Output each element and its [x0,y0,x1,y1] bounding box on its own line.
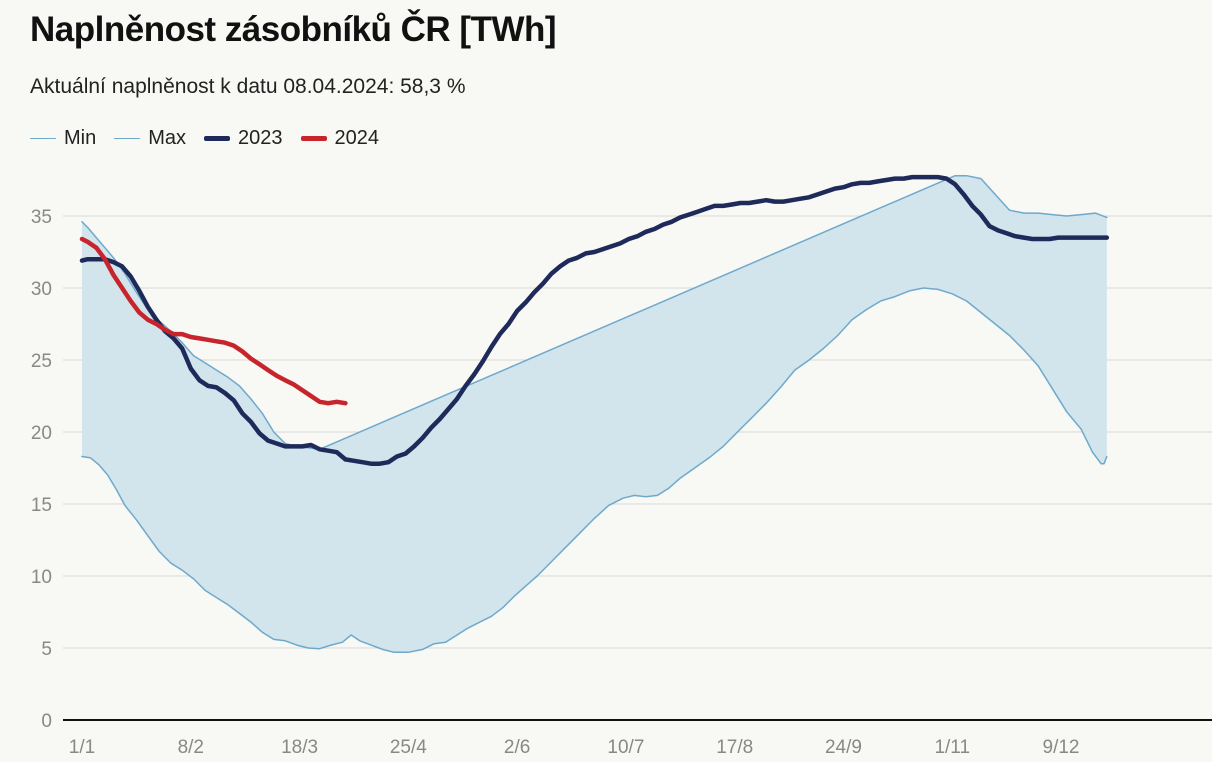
x-tick-label: 8/2 [178,737,204,758]
x-tick-label: 9/12 [1043,737,1080,758]
x-tick-label: 18/3 [281,737,318,758]
y-tick-label-30: 30 [31,279,52,300]
x-tick-label: 17/8 [716,737,753,758]
legend-item-2023: 2023 [204,127,283,150]
legend-label-max: Max [148,127,187,149]
legend-swatch-2024 [300,136,327,141]
legend: Min Max 2023 2024 [30,127,379,150]
legend-swatch-min [30,138,56,139]
y-tick-label-25: 25 [31,351,52,372]
x-tick-label: 25/4 [390,737,427,758]
y-tick-label-20: 20 [31,423,52,444]
y-tick-label-5: 5 [41,639,52,660]
x-tick-label: 1/1 [69,737,95,758]
series-2023-line [79,174,1110,466]
series-max-line [81,174,1108,451]
x-tick-label: 10/7 [607,737,644,758]
min-max-band [82,175,1107,653]
x-tick-label: 1/11 [934,737,970,758]
chart-subtitle: Aktuální naplněnost k datu 08.04.2024: 5… [30,75,466,98]
legend-label-2024: 2024 [334,127,380,149]
legend-label-min: Min [64,127,97,149]
y-tick-label-15: 15 [31,495,52,516]
y-tick-label-35: 35 [31,207,52,228]
y-tick-label-0: 0 [41,711,52,732]
legend-label-2023: 2023 [238,127,283,149]
legend-item-min: Min [30,127,96,150]
series-2024-line [79,236,348,406]
x-tick-label: 2/6 [504,737,530,758]
x-tick-label: 24/9 [825,737,862,758]
series-min-line [81,287,1108,654]
chart-title: Naplněnost zásobníků ČR [TWh] [30,10,557,49]
legend-swatch-2023 [204,136,231,141]
y-tick-label-10: 10 [31,567,52,588]
legend-item-max: Max [114,127,186,150]
legend-item-2024: 2024 [300,127,380,150]
legend-swatch-max [114,138,141,139]
